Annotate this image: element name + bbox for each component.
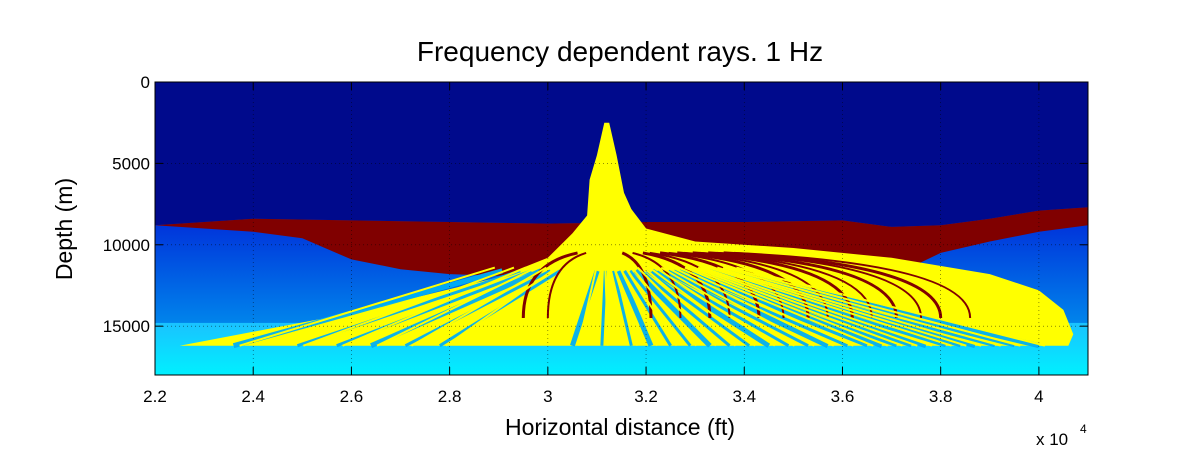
x-exponent-power: 4 [1080, 422, 1087, 436]
ray-line [684, 266, 874, 347]
y-tick-label: 10000 [103, 236, 150, 255]
x-tick-label: 2.8 [438, 387, 462, 406]
ray-line [445, 266, 558, 347]
ray-gap-blue [673, 269, 848, 348]
ray-line [678, 266, 854, 347]
x-axis-label: Horizontal distance (ft) [505, 414, 735, 440]
ray-line [636, 266, 717, 347]
ray-gap-red [733, 251, 972, 319]
axes-box [154, 81, 1089, 376]
ray-line [619, 267, 658, 347]
x-tick-label: 3 [543, 387, 552, 406]
plot-area [155, 82, 1088, 375]
ray-line [697, 266, 918, 347]
ray-line [693, 266, 903, 347]
ray-line [376, 266, 537, 347]
ray-gap-red [632, 251, 682, 319]
x-tick-label: 4 [1034, 387, 1043, 406]
ray-gap-red [723, 251, 943, 319]
grid [155, 82, 1088, 375]
ray-gap-blue [370, 268, 542, 348]
x-tick-label: 2.6 [340, 387, 364, 406]
ray-fan-group [179, 122, 1074, 349]
ray-gap-red [521, 251, 578, 319]
ray-line [631, 266, 698, 347]
x-tick-label: 2.4 [241, 387, 265, 406]
ray-gap-blue [623, 270, 672, 347]
x-tick-label: 3.6 [831, 387, 855, 406]
x-tick-label: 3.4 [732, 387, 756, 406]
ray-gap-blue [645, 269, 751, 347]
ray-gap-blue [600, 270, 607, 346]
ray-gap-red [692, 251, 854, 319]
ray-gap-blue [336, 269, 532, 348]
ray-line [708, 266, 952, 347]
chart-title: Frequency dependent rays. 1 Hz [417, 36, 823, 67]
ray-line [604, 267, 609, 346]
ray-line [577, 267, 598, 346]
ray-line [613, 267, 639, 346]
ray-line [712, 266, 967, 347]
y-axis-label: Depth (m) [51, 178, 77, 280]
x-exponent-label: x 10 [1036, 430, 1068, 449]
x-axis: 2.2 2.4 2.6 2.8 3 3.2 3.4 3.6 3.8 4 [143, 82, 1044, 406]
y-axis: 0 5000 10000 15000 [103, 73, 1088, 336]
x-tick-label: 3.2 [634, 387, 658, 406]
ray-fan [179, 122, 1074, 346]
ray-line [716, 266, 982, 347]
ray-gap-blue [628, 269, 692, 347]
ray-gap-red [621, 251, 653, 319]
ray-line [410, 266, 547, 347]
ray-line [642, 266, 737, 347]
x-tick-label: 3.8 [929, 387, 953, 406]
ray-line [736, 266, 1046, 347]
ray-line [303, 266, 515, 347]
ray-line [672, 266, 835, 347]
ray-line [660, 266, 795, 347]
ray-gap-red [708, 251, 898, 319]
ray-line [666, 266, 815, 347]
ray-gap-blue [616, 269, 654, 347]
ray-line [728, 266, 1021, 347]
ray-gap-red [546, 251, 587, 319]
ray-gap-blue [640, 269, 731, 347]
ray-line [239, 266, 496, 347]
y-tick-label: 15000 [103, 317, 150, 336]
ray-line [648, 266, 756, 347]
y-tick-label: 0 [141, 73, 150, 92]
ray-line [654, 266, 776, 347]
y-tick-label: 5000 [112, 154, 150, 173]
ray-line [702, 266, 933, 347]
ray-gap-red [642, 251, 712, 319]
ray-line [342, 266, 527, 347]
x-tick-label: 2.2 [143, 387, 167, 406]
ray-line [625, 267, 678, 347]
ray-line [688, 266, 889, 347]
ray-line [722, 266, 1001, 347]
ray-gap-blue [612, 270, 633, 347]
